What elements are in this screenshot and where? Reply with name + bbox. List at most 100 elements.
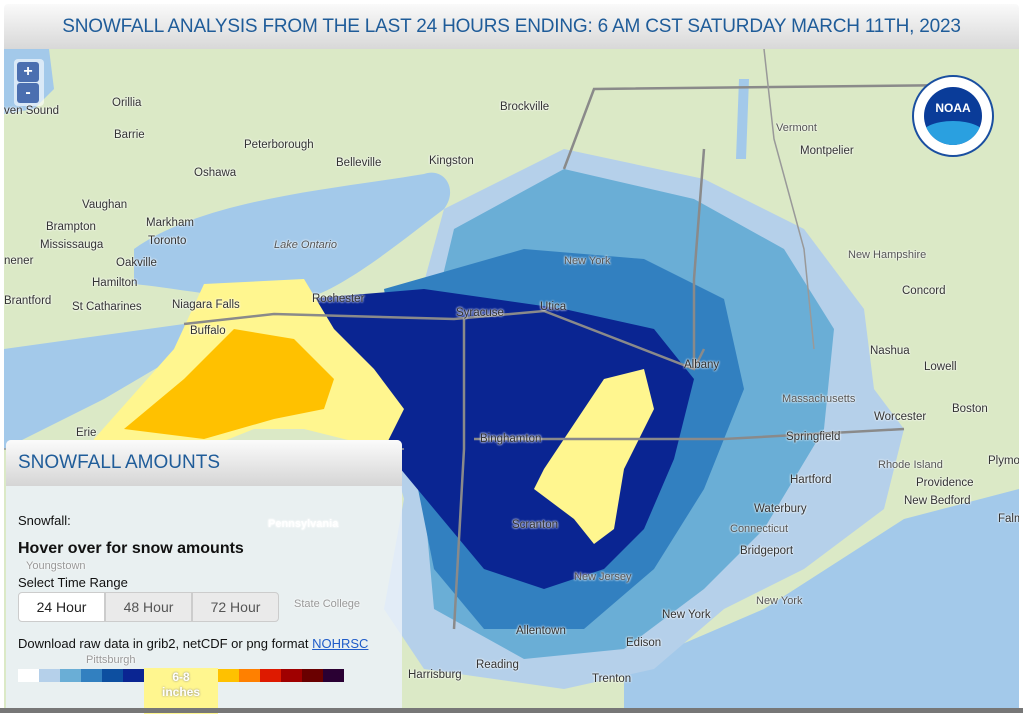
place-label: Orillia (112, 97, 142, 109)
place-label: New Hampshire (848, 249, 927, 261)
place-label: Lake Ontario (274, 239, 337, 251)
legend-swatch[interactable] (260, 669, 281, 682)
place-label: Kingston (429, 155, 474, 167)
place-label: Massachusetts (782, 393, 856, 405)
place-label: Trenton (592, 673, 632, 685)
lake-champlain (736, 79, 749, 159)
place-label: Falm (998, 513, 1019, 525)
place-label: Niagara Falls (172, 299, 240, 311)
place-label: Edison (626, 637, 662, 649)
place-label: ven Sound (4, 105, 59, 117)
place-label: State College (294, 598, 361, 610)
zoom-in-button[interactable]: + (17, 62, 39, 82)
download-description: Download raw data in grib2, netCDF or pn… (18, 636, 309, 651)
place-label: Brockville (500, 101, 550, 113)
place-label: Toronto (148, 235, 187, 247)
place-label: Mississauga (40, 239, 104, 251)
legend-swatch[interactable] (323, 669, 344, 682)
place-label: nener (4, 255, 34, 267)
place-label: Pittsburgh (86, 654, 136, 666)
place-label: New York (564, 255, 611, 267)
place-label: Belleville (336, 157, 382, 169)
map-canvas (4, 49, 1019, 713)
place-label: Barrie (114, 129, 145, 141)
interstate-road (183, 83, 965, 630)
hover-instructions: Hover over for snow amounts (18, 540, 244, 557)
place-label: Springfield (786, 431, 841, 443)
place-label: Erie (76, 427, 97, 439)
place-label: Bridgeport (740, 545, 794, 557)
place-label: Rochester (312, 293, 365, 305)
place-label: Brampton (46, 221, 96, 233)
noaa-logo: NOAA (912, 75, 994, 157)
place-label: Allentown (516, 625, 566, 637)
place-label: Oakville (116, 257, 157, 269)
zoom-control: + - (14, 59, 44, 106)
place-label: Oshawa (194, 167, 237, 179)
place-label: St Catharines (72, 301, 142, 313)
place-label: Syracuse (456, 307, 504, 319)
snowfall-amounts-panel: SNOWFALL AMOUNTS Youngstown Pennsylvania… (6, 440, 402, 714)
48-hour-button[interactable]: 48 Hour (105, 592, 192, 622)
place-label: Utica (540, 301, 567, 313)
snowfall-label: Snowfall: (18, 513, 71, 528)
place-label: Lowell (924, 361, 957, 373)
24-hour-button[interactable]: 24 Hour (18, 592, 105, 622)
place-label: New York (662, 609, 711, 621)
place-label: New Bedford (904, 495, 971, 507)
lake-erie (4, 324, 189, 449)
legend-swatch[interactable] (60, 669, 81, 682)
place-label: Peterborough (244, 139, 314, 151)
place-label: Hamilton (92, 277, 138, 289)
place-label: Binghamton (480, 433, 542, 445)
legend-swatch[interactable] (302, 669, 323, 682)
place-label: Scranton (512, 519, 559, 531)
place-label: Worcester (874, 411, 927, 423)
place-label: Concord (902, 285, 946, 297)
place-label: Connecticut (730, 523, 789, 535)
zoom-out-button[interactable]: - (17, 83, 39, 103)
legend-swatch[interactable] (281, 669, 302, 682)
legend-value-label: 6-8 (172, 670, 190, 684)
status-bar (0, 708, 1023, 713)
legend-swatch[interactable] (81, 669, 102, 682)
legend-swatch[interactable] (123, 669, 144, 682)
place-label: Markham (146, 217, 194, 229)
legend-swatch[interactable] (18, 669, 39, 682)
place-label: New Jersey (574, 571, 632, 583)
legend-swatch[interactable] (239, 669, 260, 682)
place-label: Montpelier (800, 145, 854, 157)
place-label: Rhode Island (878, 459, 943, 471)
legend-swatch-selected[interactable]: 6-8 inches (144, 668, 218, 714)
panel-header: SNOWFALL AMOUNTS (6, 440, 402, 486)
place-label: Vaughan (82, 199, 128, 211)
page-header: SNOWFALL ANALYSIS FROM THE LAST 24 HOURS… (4, 4, 1019, 49)
page-title: SNOWFALL ANALYSIS FROM THE LAST 24 HOURS… (62, 15, 961, 37)
legend-swatch[interactable] (218, 669, 239, 682)
legend-unit-label: inches (161, 685, 200, 699)
place-label: Buffalo (190, 325, 226, 337)
snowfall-legend: 6-8 inches (18, 668, 344, 714)
snow-yellow-east (534, 369, 654, 544)
place-label: Youngstown (26, 560, 86, 572)
atlantic-ocean (624, 489, 1019, 713)
place-label: Boston (952, 403, 988, 415)
place-label: Nashua (870, 345, 910, 357)
72-hour-button[interactable]: 72 Hour (192, 592, 279, 622)
legend-swatch[interactable] (39, 669, 60, 682)
snowfall-map[interactable]: + - NOAA ven Sound Orillia Barrie Peterb… (4, 49, 1019, 713)
download-text: Download raw data in grib2, netCDF or pn… (18, 636, 368, 651)
place-label: Brantford (4, 295, 52, 307)
place-label: Reading (476, 659, 519, 671)
legend-swatch[interactable] (102, 669, 123, 682)
place-label: Harrisburg (408, 669, 462, 681)
place-label: Plymou (988, 455, 1019, 467)
place-label: Providence (916, 477, 974, 489)
place-label: Vermont (776, 122, 817, 134)
nohrsc-link[interactable]: NOHRSC (312, 636, 369, 651)
place-label: New York (756, 595, 803, 607)
snow-orange-west (124, 329, 334, 439)
place-label: Waterbury (754, 503, 807, 515)
panel-title: SNOWFALL AMOUNTS (18, 452, 220, 473)
place-label: Hartford (790, 474, 832, 486)
